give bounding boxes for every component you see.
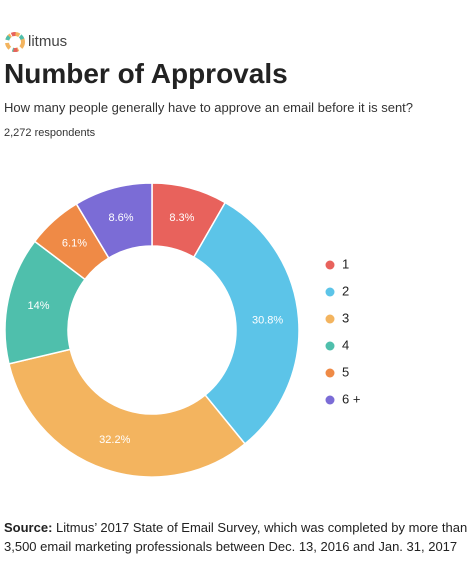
legend-label: 6 +	[342, 391, 360, 406]
legend-label: 1	[342, 256, 349, 271]
legend-swatch	[325, 287, 335, 297]
legend-label: 5	[342, 364, 349, 379]
logo-icon	[5, 32, 25, 52]
donut-slice	[192, 201, 300, 445]
data-label: 8.3%	[169, 212, 194, 224]
legend-swatch	[325, 260, 335, 270]
source: Source: Litmus’ 2017 State of Email Surv…	[4, 518, 470, 556]
source-label: Source:	[4, 520, 53, 535]
donut-slice	[8, 348, 247, 478]
legend-swatch	[325, 395, 335, 405]
data-label: 32.2%	[99, 434, 130, 446]
chart-title: Number of Approvals	[4, 58, 288, 89]
note: 2,272 respondents	[4, 127, 96, 139]
data-label: 8.6%	[109, 212, 134, 224]
legend-label: 3	[342, 310, 349, 325]
legend-label: 4	[342, 337, 349, 352]
data-label: 30.8%	[252, 314, 283, 326]
data-label: 14%	[27, 300, 49, 312]
brand: litmus	[28, 33, 68, 50]
data-label: 6.1%	[62, 238, 87, 250]
legend-label: 2	[342, 283, 349, 298]
subtitle: How many people generally have to approv…	[4, 100, 414, 115]
legend-swatch	[325, 341, 335, 351]
legend-swatch	[325, 314, 335, 324]
legend-swatch	[325, 368, 335, 378]
source-text: Litmus’ 2017 State of Email Survey, whic…	[4, 520, 468, 554]
donut-slice	[75, 182, 153, 259]
